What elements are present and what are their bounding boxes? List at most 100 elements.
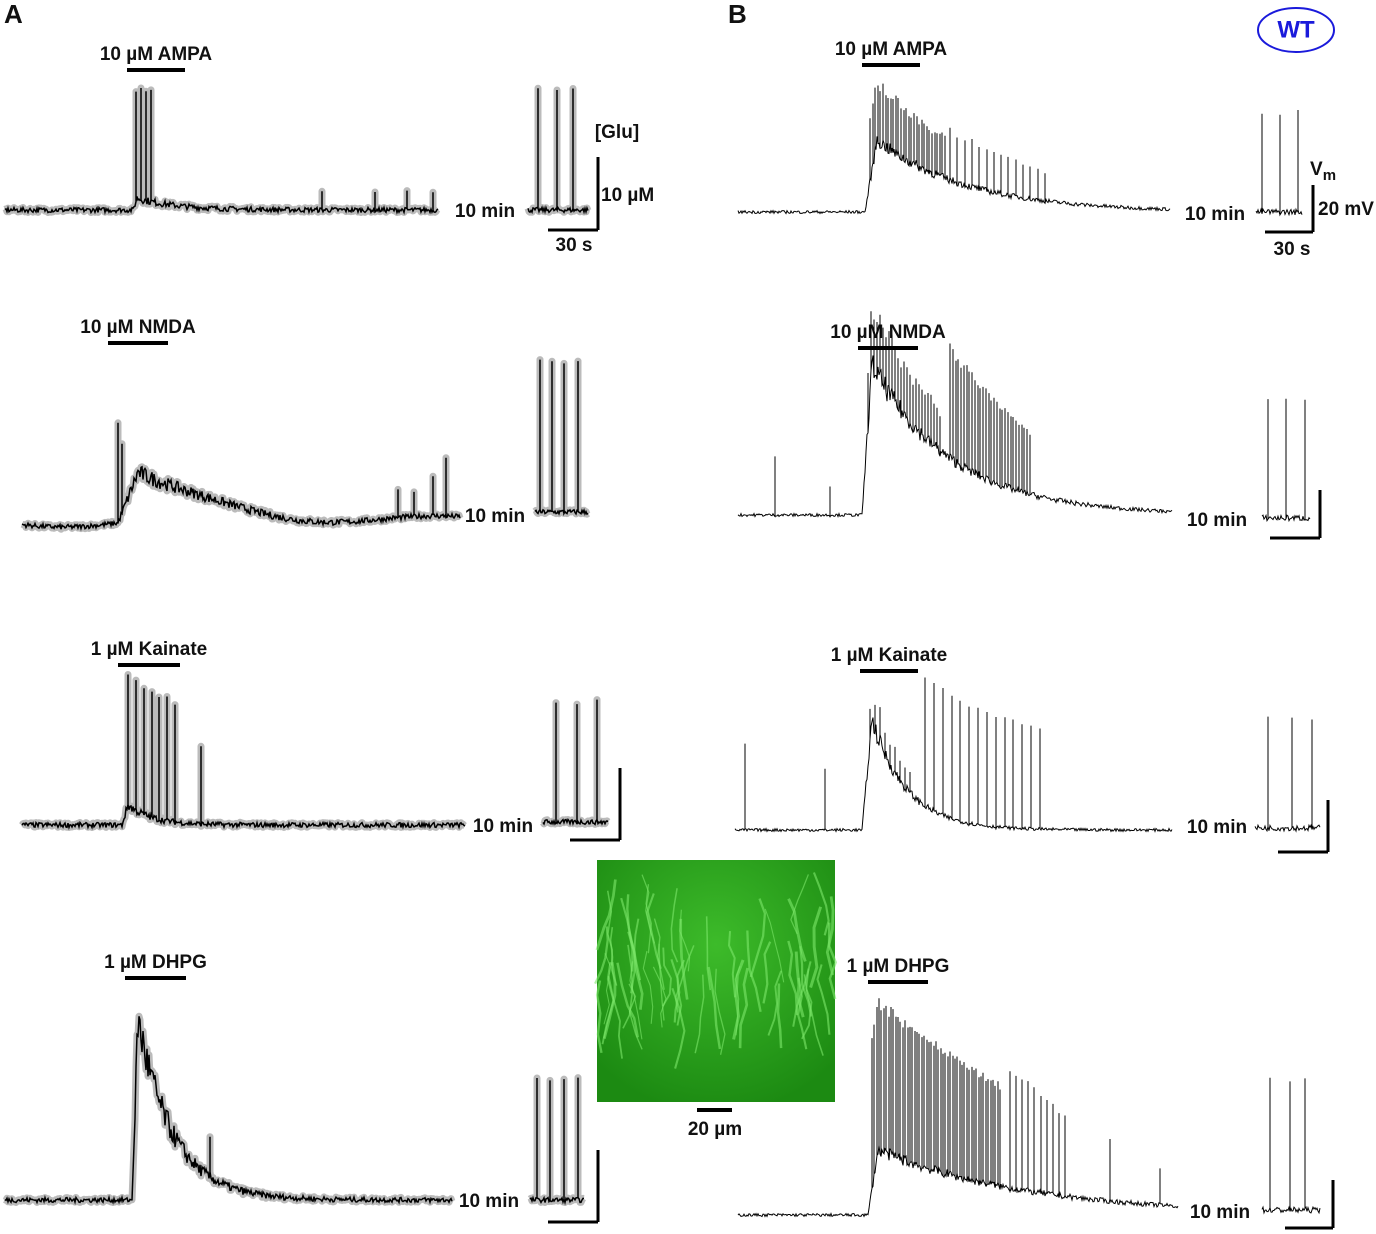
drug-label: 1 µM DHPG bbox=[847, 956, 950, 977]
panel-label: B bbox=[728, 0, 747, 29]
process bbox=[601, 962, 615, 1045]
process bbox=[801, 968, 813, 1040]
process bbox=[825, 896, 835, 976]
trace-shadow bbox=[527, 1074, 587, 1206]
process bbox=[641, 874, 655, 944]
process bbox=[603, 952, 612, 1025]
process bbox=[827, 922, 838, 1000]
trace bbox=[4, 88, 439, 216]
scale-measure: Vm bbox=[1310, 159, 1336, 184]
scale-measure: [Glu] bbox=[595, 122, 639, 143]
drug-label: 10 µM NMDA bbox=[830, 322, 946, 343]
process bbox=[787, 940, 799, 1016]
process bbox=[616, 962, 640, 1038]
trace bbox=[534, 359, 589, 517]
process bbox=[694, 974, 705, 1054]
process bbox=[794, 951, 805, 1018]
process bbox=[595, 980, 603, 1054]
duration-label: 10 min bbox=[1187, 817, 1247, 838]
process bbox=[767, 970, 783, 1036]
trace bbox=[737, 83, 1171, 215]
process bbox=[714, 968, 726, 1055]
process bbox=[629, 961, 643, 1040]
process bbox=[803, 974, 824, 1056]
duration-label: 10 min bbox=[473, 816, 533, 837]
scale-time: 30 s bbox=[1274, 239, 1311, 260]
process bbox=[662, 947, 672, 1007]
process bbox=[679, 918, 689, 1000]
drug-label: 10 µM AMPA bbox=[835, 39, 948, 60]
duration-label: 10 min bbox=[455, 201, 515, 222]
duration-label: 10 min bbox=[1190, 1202, 1250, 1223]
process bbox=[705, 916, 712, 991]
drug-label: 10 µM AMPA bbox=[100, 44, 213, 65]
process bbox=[645, 893, 662, 970]
drug-label: 1 µM DHPG bbox=[104, 952, 207, 973]
trace-shadow bbox=[2, 84, 441, 216]
trace-shadow bbox=[540, 696, 611, 828]
process bbox=[674, 945, 695, 1013]
trace bbox=[1261, 398, 1311, 523]
trace-shadow bbox=[524, 84, 592, 216]
scale-amplitude: 10 µM bbox=[601, 185, 654, 206]
process bbox=[658, 943, 665, 1021]
trace bbox=[1255, 110, 1303, 217]
trace bbox=[527, 88, 589, 215]
duration-label: 10 min bbox=[459, 1191, 519, 1212]
panel-label: A bbox=[4, 0, 23, 29]
process bbox=[764, 908, 785, 983]
process bbox=[642, 950, 654, 1024]
drug-label: 1 µM Kainate bbox=[91, 639, 208, 660]
process bbox=[595, 879, 617, 951]
process bbox=[799, 946, 813, 1017]
process bbox=[670, 958, 681, 1023]
micrograph-texture bbox=[594, 872, 838, 1069]
trace-shadow bbox=[19, 419, 464, 533]
process bbox=[707, 966, 722, 1050]
process bbox=[762, 941, 772, 1004]
process bbox=[816, 964, 831, 1035]
trace bbox=[4, 1016, 453, 1205]
process bbox=[776, 983, 783, 1049]
process bbox=[609, 927, 618, 986]
trace bbox=[737, 311, 1173, 518]
trace bbox=[737, 998, 1179, 1218]
process bbox=[749, 898, 767, 978]
duration-label: 10 min bbox=[1187, 510, 1247, 531]
duration-label: 10 min bbox=[1185, 204, 1245, 225]
process bbox=[670, 888, 679, 963]
trace bbox=[21, 674, 466, 831]
process bbox=[790, 874, 809, 935]
process bbox=[727, 930, 737, 998]
trace-shadow bbox=[532, 356, 591, 518]
scale-time: 30 s bbox=[556, 235, 593, 256]
process bbox=[732, 959, 745, 1040]
scale-measure-main: V bbox=[1310, 159, 1323, 180]
badge-outline bbox=[1257, 7, 1335, 53]
trace bbox=[734, 677, 1173, 833]
process bbox=[645, 884, 652, 954]
scale-amplitude: 20 mV bbox=[1318, 199, 1374, 220]
trace-shadow bbox=[19, 671, 468, 831]
process bbox=[738, 967, 749, 1049]
duration-label: 10 min bbox=[465, 506, 525, 527]
badge: WT bbox=[1277, 16, 1315, 43]
process bbox=[796, 977, 808, 1050]
drug-label: 10 µM NMDA bbox=[80, 317, 196, 338]
trace-shadow bbox=[2, 1012, 456, 1206]
drug-label: 1 µM Kainate bbox=[831, 645, 948, 666]
trace bbox=[529, 1077, 585, 1206]
trace bbox=[21, 422, 461, 532]
process bbox=[622, 944, 634, 1029]
image-scale-label: 20 µm bbox=[688, 1119, 742, 1140]
process bbox=[787, 898, 807, 962]
process bbox=[626, 894, 634, 972]
process bbox=[809, 906, 823, 989]
trace bbox=[1261, 1077, 1321, 1215]
scale-measure-sub: m bbox=[1323, 167, 1336, 184]
process bbox=[746, 930, 762, 1013]
trace bbox=[1254, 716, 1321, 833]
trace bbox=[542, 699, 609, 827]
